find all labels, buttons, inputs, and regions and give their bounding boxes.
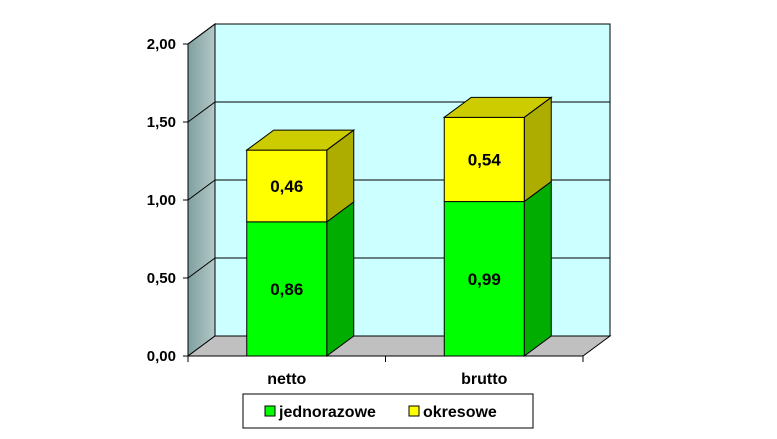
x-tick-label: brutto (461, 371, 507, 388)
legend-entry-jednorazowe: jednorazowe (278, 404, 376, 421)
bar-brutto-jednorazowe (443, 201, 525, 357)
data-label: 0,54 (468, 150, 502, 169)
gridline-side (187, 179, 216, 201)
legend-entry-okresowe: okresowe (423, 404, 497, 421)
bar-netto-jednorazowe (246, 221, 328, 357)
bar-netto-jednorazowe-side (326, 200, 355, 357)
bar-brutto-jednorazowe-side (523, 180, 552, 357)
x-tick-label: netto (267, 371, 306, 388)
data-label: 0,86 (270, 280, 303, 299)
y-tick-label: 0,00 (147, 348, 176, 365)
data-labels: 0,86 0,46 0,99 0,54 (270, 150, 501, 298)
y-tick-label: 1,00 (147, 192, 176, 209)
bars (245, 96, 553, 357)
gridline-side (187, 101, 216, 123)
gridline-side (187, 257, 216, 279)
legend: jednorazowe okresowe (242, 393, 534, 429)
data-label: 0,46 (270, 177, 303, 196)
y-tick-label: 2,00 (147, 36, 176, 53)
bar-brutto-okresowe (443, 116, 525, 203)
data-label: 0,99 (468, 270, 501, 289)
legend-swatch-jednorazowe (264, 405, 276, 417)
bar-netto-okresowe-top (245, 129, 356, 151)
bar-brutto-okresowe-top (442, 96, 553, 118)
gridline-side (187, 23, 216, 45)
bar-netto-okresowe (246, 149, 328, 223)
y-tick-label: 1,50 (147, 114, 176, 131)
legend-swatch-okresowe (408, 405, 420, 417)
y-tick-label: 0,50 (147, 270, 176, 287)
legend-box (242, 393, 534, 429)
